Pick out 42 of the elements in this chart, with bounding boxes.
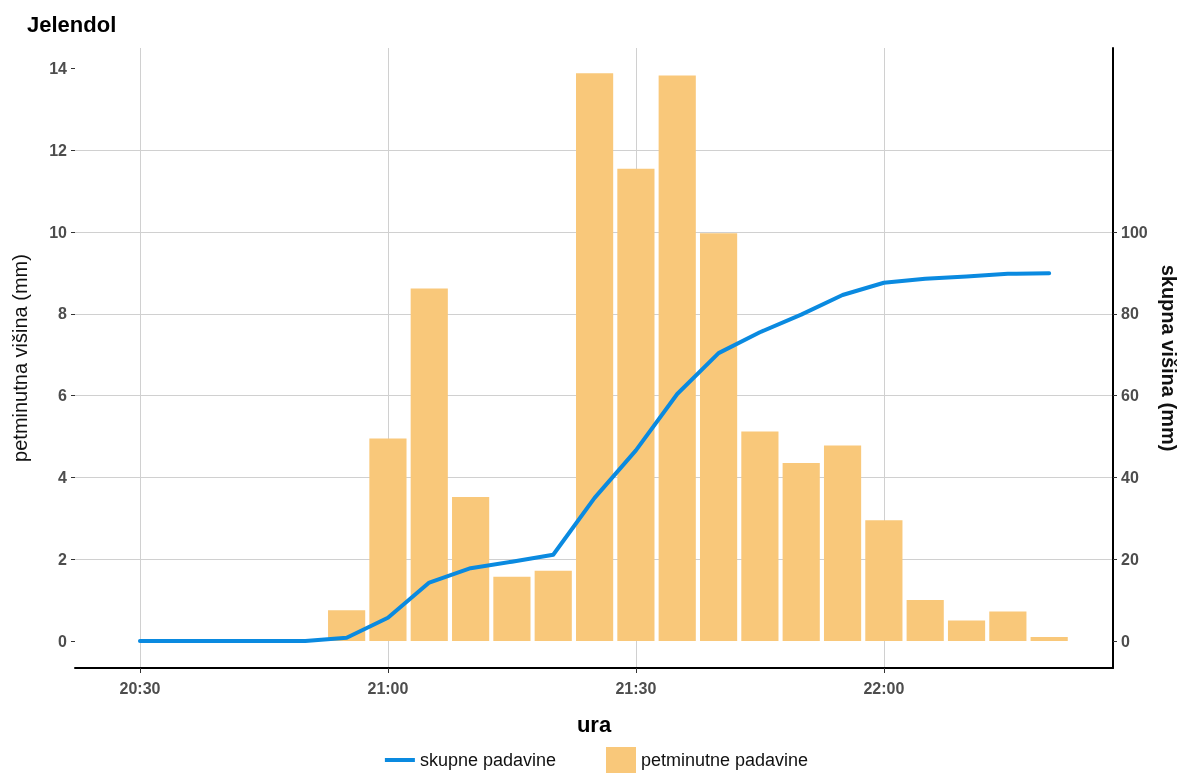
bar xyxy=(658,75,696,642)
y-tick-label: 14 xyxy=(49,59,68,77)
y2-tick-label: 80 xyxy=(1121,305,1139,323)
y-tick-label: 6 xyxy=(58,387,68,405)
y2-axis-title: skupna višina (mm) xyxy=(1157,264,1180,452)
y-axis-title: petminutna višina (mm) xyxy=(9,254,31,462)
y-tick-label: 8 xyxy=(58,305,68,323)
x-axis-title: ura xyxy=(576,711,612,737)
bar xyxy=(823,445,862,642)
bar xyxy=(534,570,572,642)
y2-tick-label: 40 xyxy=(1121,468,1139,486)
y-tick-label: 10 xyxy=(49,223,68,241)
y2-tick-label: 60 xyxy=(1121,387,1139,405)
y-tick-label: 2 xyxy=(58,550,68,568)
y2-tick-label: 0 xyxy=(1121,632,1130,650)
legend-label: petminutne padavine xyxy=(640,750,809,770)
x-tick-label: 21:00 xyxy=(367,679,409,697)
bar xyxy=(865,520,903,642)
bar xyxy=(369,438,407,642)
bar xyxy=(452,497,490,642)
x-tick-label: 21:30 xyxy=(615,679,657,697)
legend-label: skupne padavine xyxy=(419,750,556,770)
y2-tick-label: 100 xyxy=(1121,223,1148,241)
chart-title: Jelendol xyxy=(27,11,117,37)
y2-tick-label: 20 xyxy=(1121,550,1139,568)
bar xyxy=(989,611,1027,642)
bar xyxy=(410,288,448,642)
bar xyxy=(741,431,779,642)
bar xyxy=(576,73,614,642)
bar xyxy=(782,463,820,642)
bar xyxy=(947,620,986,642)
y-tick-label: 12 xyxy=(49,141,68,159)
bar xyxy=(1030,636,1068,642)
bar xyxy=(493,576,531,642)
y-tick-label: 0 xyxy=(58,632,68,650)
bar xyxy=(699,233,738,642)
x-tick-label: 20:30 xyxy=(119,679,161,697)
x-tick-label: 22:00 xyxy=(863,679,905,697)
bar xyxy=(617,168,655,642)
y-tick-label: 4 xyxy=(58,468,68,486)
bar xyxy=(906,600,944,642)
line-series xyxy=(137,271,1052,644)
